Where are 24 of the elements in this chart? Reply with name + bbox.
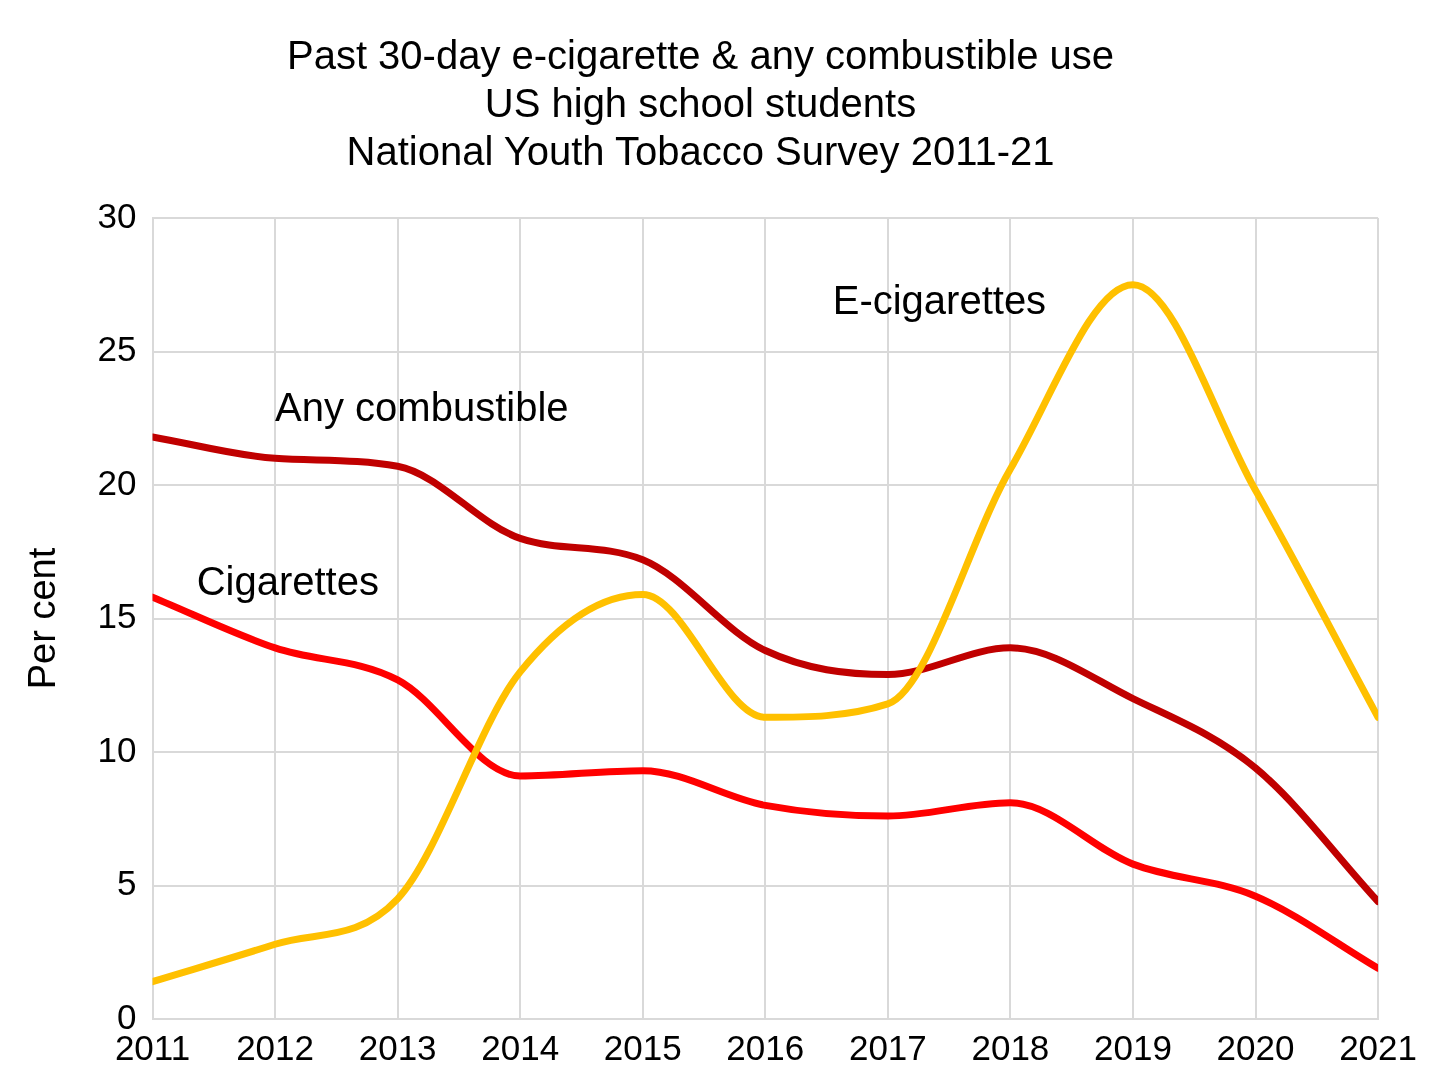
y-axis-title: Per cent [21,547,64,690]
y-tick-label: 30 [97,195,137,235]
x-tick-label: 2020 [1216,1027,1295,1067]
x-tick-label: 2021 [1339,1027,1418,1067]
x-tick-label: 2015 [603,1027,682,1067]
y-tick-label: 0 [117,996,137,1036]
series-label: E-cigarettes [832,278,1047,323]
y-tick-label: 20 [97,462,137,502]
x-tick-label: 2017 [848,1027,927,1067]
y-tick-label: 10 [97,729,137,769]
y-tick-label: 15 [97,596,137,636]
series-label: Any combustible [275,385,569,430]
x-tick-label: 2019 [1094,1027,1172,1067]
x-tick-label: 2012 [236,1027,315,1067]
text: Past 30-day e-cigarette & any combustible use [286,33,1115,78]
x-tick-label: 2018 [971,1027,1050,1067]
y-tick-label: 5 [117,863,137,903]
text: National Youth Tobacco Survey 2011-21 [346,129,1055,174]
y-tick-label: 25 [97,329,137,369]
text: US high school students [484,81,917,126]
x-tick-label: 2016 [726,1027,805,1067]
series-label: Cigarettes [196,558,379,603]
x-tick-label: 2013 [358,1027,437,1067]
x-tick-label: 2014 [481,1027,560,1067]
